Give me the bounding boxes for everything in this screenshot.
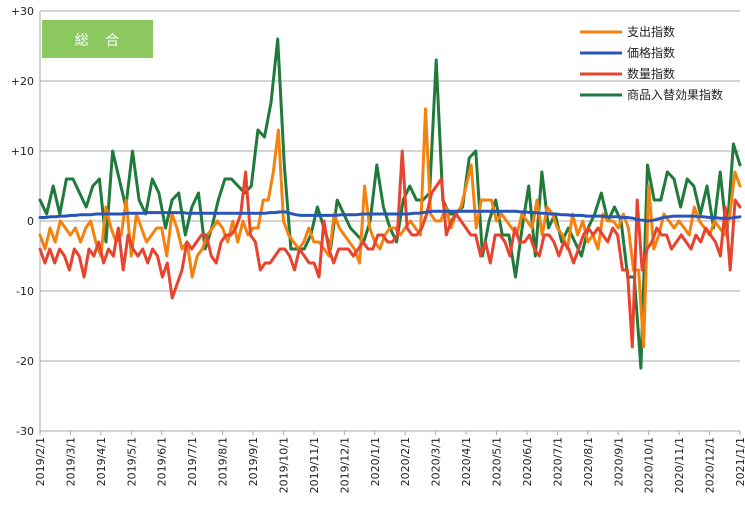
gridlines: [40, 10, 740, 432]
series-line-spend: [38, 107, 742, 349]
x-tick-label: 2020/9/1: [612, 437, 625, 486]
series-line-quantity: [38, 149, 742, 349]
x-tick-label: 2020/12/1: [704, 437, 717, 493]
x-tick-label: 2019/8/1: [217, 437, 230, 486]
x-tick-label: 2020/11/1: [673, 437, 686, 493]
x-tick-label: 2020/6/1: [521, 437, 534, 486]
chart-title: 総 合: [75, 33, 125, 49]
x-tick-label: 2020/2/1: [399, 437, 412, 486]
series-lines: [38, 37, 742, 370]
x-tick-label: 2019/2/1: [34, 437, 47, 486]
x-tick-label: 2019/12/1: [338, 437, 351, 493]
axes: [39, 11, 741, 435]
legend-label-spend: 支出指数: [627, 24, 675, 39]
y-tick-label: -30: [16, 425, 34, 438]
y-tick-label: -10: [16, 285, 34, 298]
y-tick-label: +30: [11, 5, 34, 18]
legend-label-price: 価格指数: [627, 45, 675, 60]
y-tick-label: +10: [11, 145, 34, 158]
x-tick-label: 2019/9/1: [247, 437, 260, 486]
x-tick-label: 2019/3/1: [64, 437, 77, 486]
title-badge-background: [42, 20, 153, 58]
series-line-price: [38, 209, 742, 223]
x-tick-label: 2020/4/1: [460, 437, 473, 486]
x-tick-label: 2021/1/1: [734, 437, 745, 486]
x-tick-label: 2020/10/1: [643, 437, 656, 493]
x-tick-label: 2020/7/1: [551, 437, 564, 486]
x-tick-label: 2020/1/1: [369, 437, 382, 486]
y-tick-labels: +30 +20 +10 0 -10 -20 -30: [11, 5, 34, 438]
x-tick-label: 2020/8/1: [582, 437, 595, 486]
x-tick-label: 2019/4/1: [95, 437, 108, 486]
x-tick-label: 2019/11/1: [308, 437, 321, 493]
x-tick-label: 2019/5/1: [125, 437, 138, 486]
x-tick-label: 2019/6/1: [156, 437, 169, 486]
legend-label-substitution: 商品入替効果指数: [627, 87, 723, 102]
title-badge: 総 合: [42, 20, 153, 58]
legend-label-quantity: 数量指数: [627, 66, 675, 81]
y-tick-label: 0: [27, 215, 34, 228]
x-tick-label: 2019/10/1: [277, 437, 290, 493]
y-tick-label: +20: [11, 75, 34, 88]
x-tick-labels: 2019/2/1 2019/3/1 2019/4/1 2019/5/1 2019/6/1…: [34, 437, 745, 493]
x-tick-label: 2019/7/1: [186, 437, 199, 486]
y-tick-label: -20: [16, 355, 34, 368]
x-tick-label: 2020/5/1: [491, 437, 504, 486]
x-tick-label: 2020/3/1: [430, 437, 443, 486]
